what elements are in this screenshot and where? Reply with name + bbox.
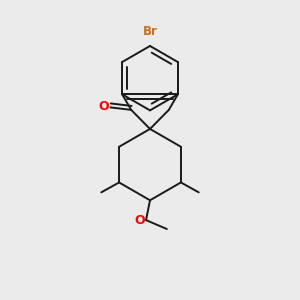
Text: Br: Br	[142, 25, 158, 38]
Text: O: O	[134, 214, 145, 226]
Text: O: O	[99, 100, 109, 113]
